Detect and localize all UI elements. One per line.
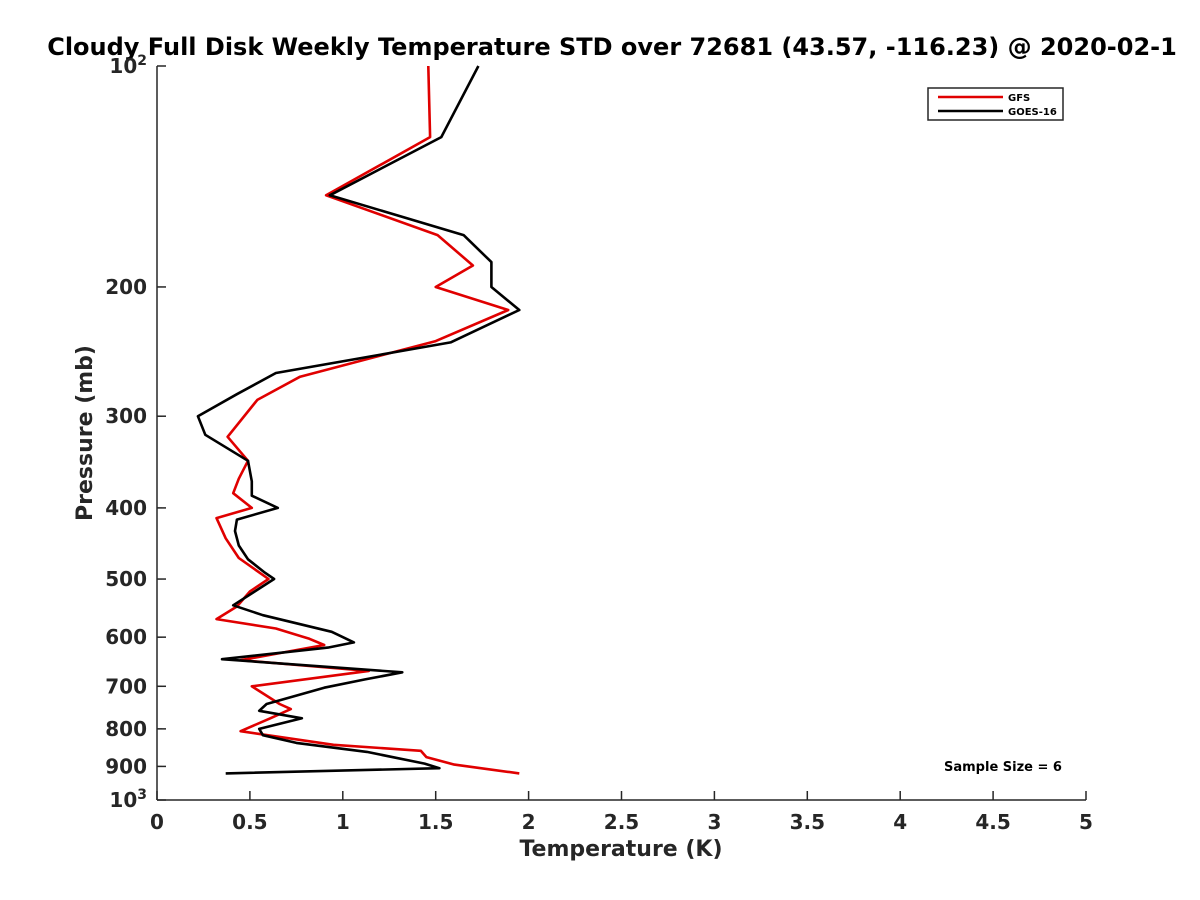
y-tick-label: 103 [109,787,147,812]
x-axis-label: Temperature (K) [519,837,722,862]
x-tick-label: 4.5 [975,810,1010,834]
y-tick-label: 700 [105,674,147,698]
y-tick-label: 400 [105,496,147,520]
x-tick-label: 5 [1079,810,1093,834]
y-tick-label: 500 [105,567,147,591]
x-tick-label: 3 [707,810,721,834]
legend-label-goes-16: GOES-16 [1008,107,1057,118]
series-layer [196,65,521,775]
x-tick-label: 0.5 [232,810,267,834]
chart-title: Cloudy Full Disk Weekly Temperature STD … [47,33,1177,61]
y-tick-label: 200 [105,275,147,299]
x-tick-label: 2 [522,810,536,834]
y-tick-label: 900 [105,754,147,778]
x-tick-label: 0 [150,810,164,834]
y-tick-label: 600 [105,625,147,649]
legend: GFS GOES-16 [927,87,1064,121]
y-axis-label: Pressure (mb) [73,345,98,521]
y-tick-label: 102 [109,53,147,78]
x-tick-label: 3.5 [790,810,825,834]
y-tick-label: 300 [105,404,147,428]
legend-box [927,87,1064,121]
x-tick-label: 1.5 [418,810,453,834]
series-line-goes-16 [196,65,521,775]
x-axis-ticks: 0 0.5 1 1.5 2 2.5 3 3.5 4 4.5 5 [150,791,1093,834]
y-axis-ticks: 102 200 300 400 500 600 700 800 900 103 [105,53,166,812]
sample-size-annotation: Sample Size = 6 [944,760,1062,775]
series-line-gfs [215,65,520,775]
legend-label-gfs: GFS [1008,93,1030,104]
y-tick-label: 800 [105,717,147,741]
x-tick-label: 1 [336,810,350,834]
x-tick-label: 4 [893,810,907,834]
x-tick-label: 2.5 [604,810,639,834]
